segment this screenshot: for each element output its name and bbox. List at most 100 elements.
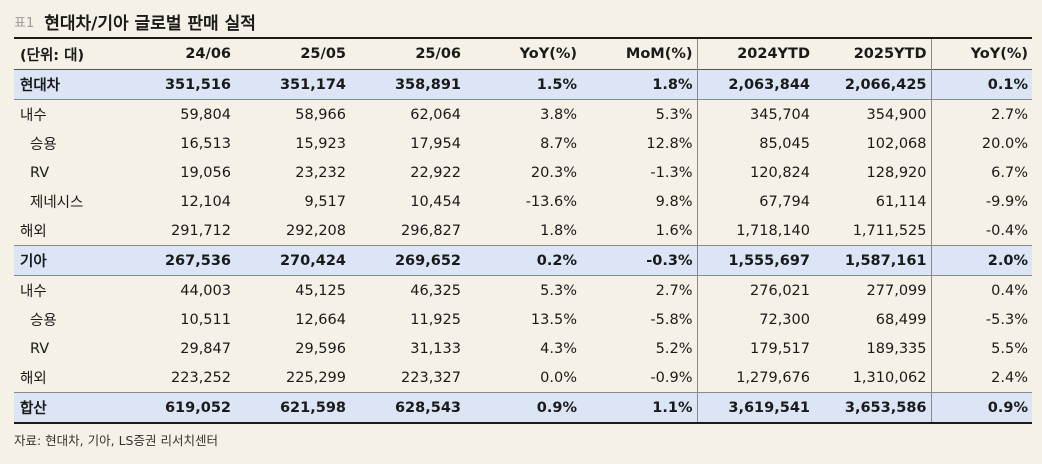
table-row: 기아 267,536 270,424 269,652 0.2% -0.3% 1,555,69…: [14, 245, 1032, 276]
table-cell: 2,063,844: [696, 69, 814, 100]
table-cell: 12.8%: [646, 135, 693, 152]
header-2025ytd: 2025YTD: [853, 46, 927, 62]
table-row: 합산 619,052 621,598 628,543 0.9% 1.1% 3,619,541…: [14, 392, 1032, 424]
table-cell: 9,517: [304, 193, 346, 210]
table-cell: 5.3%: [655, 106, 693, 123]
table-cell: 351,174: [235, 69, 350, 100]
table-cell: 5.2%: [655, 340, 693, 357]
table-cell: 225,299: [286, 369, 346, 386]
row-label: 합산: [14, 392, 120, 424]
row-label: 해외: [20, 371, 47, 387]
table-cell: 1,587,161: [814, 245, 931, 276]
header-2406: 24/06: [185, 46, 231, 62]
table-cell: 45,125: [295, 282, 346, 299]
table-cell: -0.4%: [930, 216, 1032, 246]
table-cell: 46,325: [410, 282, 461, 299]
table-cell: 10,511: [180, 311, 231, 328]
table-cell: 277,099: [866, 282, 927, 299]
table-cell: 223,252: [171, 369, 231, 386]
table-cell: 19,056: [180, 164, 231, 181]
header-ytd-yoy: YoY(%): [930, 38, 1032, 70]
table-cell: 120,824: [696, 158, 814, 187]
table-cell: 291,712: [171, 222, 231, 239]
table-cell: 1.1%: [581, 392, 697, 424]
table-cell: 1.8%: [540, 222, 577, 239]
row-label: RV: [30, 340, 50, 357]
table-cell: 2.4%: [930, 363, 1032, 393]
table-cell: 351,516: [120, 69, 235, 100]
row-label: 승용: [30, 313, 57, 329]
table-cell: 22,922: [410, 164, 461, 181]
table-cell: 179,517: [696, 334, 814, 363]
table-cell: 1,711,525: [852, 222, 927, 239]
table-cell: 3,653,586: [814, 392, 931, 424]
table-cell: 9.8%: [655, 193, 693, 210]
table-cell: 13.5%: [530, 311, 577, 328]
table-cell: 2.7%: [655, 282, 693, 299]
table-cell: 2,066,425: [814, 69, 931, 100]
table-cell: 5.5%: [930, 334, 1032, 363]
table-cell: 3,619,541: [696, 392, 814, 424]
table-cell: -5.3%: [930, 305, 1032, 334]
table-cell: 1,310,062: [852, 369, 927, 386]
table-title: 표1 현대차/기아 글로벌 판매 실적: [14, 8, 256, 34]
header-2506: 25/06: [415, 46, 461, 62]
table-row: 내수 44,003 45,125 46,325 5.3% 2.7% 276,021 277,0…: [14, 275, 1032, 305]
table-cell: 0.9%: [930, 392, 1032, 424]
table-cell: 5.3%: [540, 282, 577, 299]
table-cell: 354,900: [866, 106, 927, 123]
sales-table: (단위: 대) 24/06 25/05 25/06 YoY(%) MoM(%) …: [14, 37, 1032, 424]
table-cell: 1,718,140: [696, 216, 814, 246]
table-cell: -1.3%: [650, 164, 693, 181]
table-cell: 0.4%: [930, 275, 1032, 305]
table-cell: 85,045: [696, 129, 814, 158]
table-tag: 표1: [14, 15, 35, 31]
table-cell: 619,052: [120, 392, 235, 424]
table-cell: -5.8%: [650, 311, 693, 328]
row-label: 제네시스: [30, 195, 84, 211]
table-cell: 12,664: [295, 311, 346, 328]
table-cell: 11,925: [410, 311, 461, 328]
table-cell: 102,068: [866, 135, 927, 152]
table-cell: 1,279,676: [696, 363, 814, 393]
table-cell: 59,804: [180, 106, 231, 123]
row-label: 현대차: [14, 69, 120, 100]
table-cell: 276,021: [696, 275, 814, 305]
header-unit: (단위: 대): [20, 47, 85, 64]
table-cell: 29,847: [180, 340, 231, 357]
table-cell: 62,064: [410, 106, 461, 123]
row-label: 승용: [30, 137, 57, 153]
table-cell: 44,003: [180, 282, 231, 299]
table-cell: 17,954: [410, 135, 461, 152]
table-cell: 6.7%: [930, 158, 1032, 187]
table-cell: 4.3%: [540, 340, 577, 357]
header-2024ytd: 2024YTD: [696, 38, 814, 70]
table-cell: 61,114: [875, 193, 927, 210]
table-cell: 189,335: [866, 340, 927, 357]
table-row: 승용 16,513 15,923 17,954 8.7% 12.8% 85,045 102,0…: [14, 129, 1032, 158]
table-cell: 345,704: [696, 99, 814, 129]
table-cell: 621,598: [235, 392, 350, 424]
row-label: 기아: [14, 245, 120, 276]
table-cell: 29,596: [295, 340, 346, 357]
row-label: 내수: [20, 284, 47, 300]
row-label: 내수: [20, 108, 47, 124]
table-cell: 270,424: [235, 245, 350, 276]
table-cell: 0.9%: [465, 392, 581, 424]
table-cell: 3.8%: [540, 106, 577, 123]
table-title-text: 현대차/기아 글로벌 판매 실적: [44, 13, 256, 34]
table-cell: -0.9%: [650, 369, 693, 386]
header-yoy: YoY(%): [519, 46, 577, 62]
table-cell: 0.2%: [465, 245, 581, 276]
table-cell: 1,555,697: [696, 245, 814, 276]
table-cell: 292,208: [286, 222, 346, 239]
table-cell: 20.0%: [930, 129, 1032, 158]
header-2505: 25/05: [300, 46, 346, 62]
table-cell: 12,104: [180, 193, 231, 210]
table-cell: 23,232: [295, 164, 346, 181]
table-row: 제네시스 12,104 9,517 10,454 -13.6% 9.8% 67,794 61,…: [14, 187, 1032, 216]
table-cell: 1.6%: [655, 222, 693, 239]
table-row: 해외 223,252 225,299 223,327 0.0% -0.9% 1,279,67…: [14, 363, 1032, 393]
header-mom: MoM(%): [625, 46, 693, 62]
row-label: RV: [30, 164, 50, 181]
